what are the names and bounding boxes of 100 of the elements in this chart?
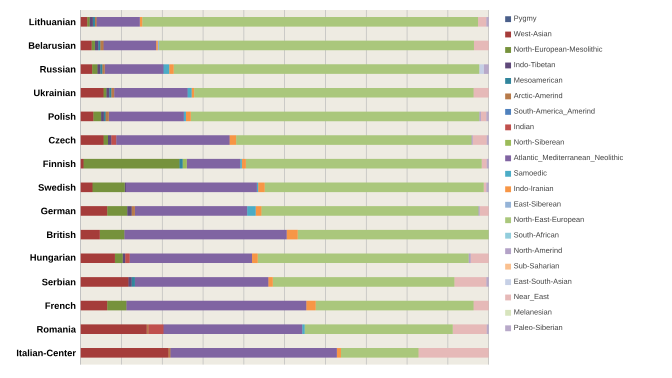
bar xyxy=(87,17,90,27)
bar xyxy=(268,277,273,287)
bar xyxy=(242,158,246,168)
bar xyxy=(126,182,257,192)
bar xyxy=(80,17,88,27)
y-tick-label: Polish xyxy=(48,112,76,120)
bar xyxy=(474,300,489,310)
y-tick-label: Finnish xyxy=(43,160,76,168)
bar xyxy=(256,206,262,216)
bar xyxy=(142,17,478,27)
bar xyxy=(104,88,106,98)
bar xyxy=(80,277,128,287)
bar xyxy=(92,182,125,192)
bar xyxy=(80,348,168,358)
bar xyxy=(484,64,489,74)
bar xyxy=(452,324,487,334)
bar xyxy=(108,112,184,122)
bar xyxy=(258,182,265,192)
y-tick-label: Belarusian xyxy=(28,42,76,49)
bar xyxy=(80,135,104,145)
bar xyxy=(163,324,302,334)
bar xyxy=(304,324,453,334)
bar xyxy=(272,277,454,287)
bar xyxy=(126,300,306,310)
bar xyxy=(128,277,132,287)
bar xyxy=(80,253,115,264)
bar xyxy=(108,135,112,145)
bar xyxy=(258,253,469,264)
bar xyxy=(80,206,108,216)
bar xyxy=(470,253,489,264)
bar xyxy=(246,158,482,168)
bar xyxy=(163,64,170,74)
bar xyxy=(122,253,126,264)
bar xyxy=(104,64,164,74)
bar xyxy=(479,64,484,74)
bar xyxy=(236,135,472,145)
bar xyxy=(148,324,164,334)
bar xyxy=(261,206,478,216)
bar xyxy=(100,230,124,240)
bar xyxy=(90,17,93,27)
bar xyxy=(486,112,489,122)
bar xyxy=(170,348,337,358)
bar xyxy=(124,230,287,240)
bar xyxy=(179,158,183,168)
bar xyxy=(127,206,132,216)
bar xyxy=(96,17,140,27)
bar xyxy=(298,230,489,240)
bar xyxy=(132,206,135,216)
y-tick-label: Serbian xyxy=(42,278,76,286)
bar xyxy=(454,277,486,287)
bar xyxy=(80,88,104,98)
bar xyxy=(486,17,489,27)
bar xyxy=(80,64,92,74)
bar xyxy=(111,135,116,145)
bar xyxy=(186,158,240,168)
bar xyxy=(480,112,486,122)
y-tick-label: French xyxy=(45,302,76,309)
y-tick-label: British xyxy=(47,231,76,238)
bar xyxy=(264,182,484,192)
y-tick-label: Russian xyxy=(40,66,76,73)
bar xyxy=(116,135,230,145)
bar xyxy=(104,40,156,50)
bar xyxy=(169,64,174,74)
bar xyxy=(482,158,487,168)
bar xyxy=(252,253,258,264)
bar xyxy=(106,112,109,122)
bar xyxy=(194,88,474,98)
bar xyxy=(84,158,180,168)
bar xyxy=(478,17,486,27)
bar xyxy=(486,182,489,192)
bar xyxy=(80,182,93,192)
y-tick-label: Czech xyxy=(48,136,76,144)
bar xyxy=(132,277,135,287)
bar xyxy=(100,40,104,50)
y-tick-label: Hungarian xyxy=(30,254,76,263)
bar xyxy=(182,158,187,168)
bar xyxy=(114,253,123,264)
bar xyxy=(159,40,474,50)
bar xyxy=(80,300,108,310)
bar xyxy=(418,348,489,358)
bar xyxy=(80,40,92,50)
y-tick-label: Romania xyxy=(37,326,76,333)
bar xyxy=(94,40,98,50)
bar xyxy=(104,135,108,145)
bar xyxy=(93,112,102,122)
bar xyxy=(174,64,480,74)
bar xyxy=(192,88,194,98)
bar xyxy=(230,135,236,145)
bar xyxy=(472,135,487,145)
bar xyxy=(316,300,474,310)
y-tick-label: German xyxy=(41,208,76,214)
y-tick-label: Ukrainian xyxy=(34,89,76,96)
bar xyxy=(130,253,252,264)
bar xyxy=(80,324,147,334)
bar xyxy=(286,230,298,240)
bar xyxy=(140,17,142,27)
bar xyxy=(107,206,128,216)
bar xyxy=(480,206,489,216)
bar xyxy=(474,88,489,98)
bar xyxy=(134,277,268,287)
